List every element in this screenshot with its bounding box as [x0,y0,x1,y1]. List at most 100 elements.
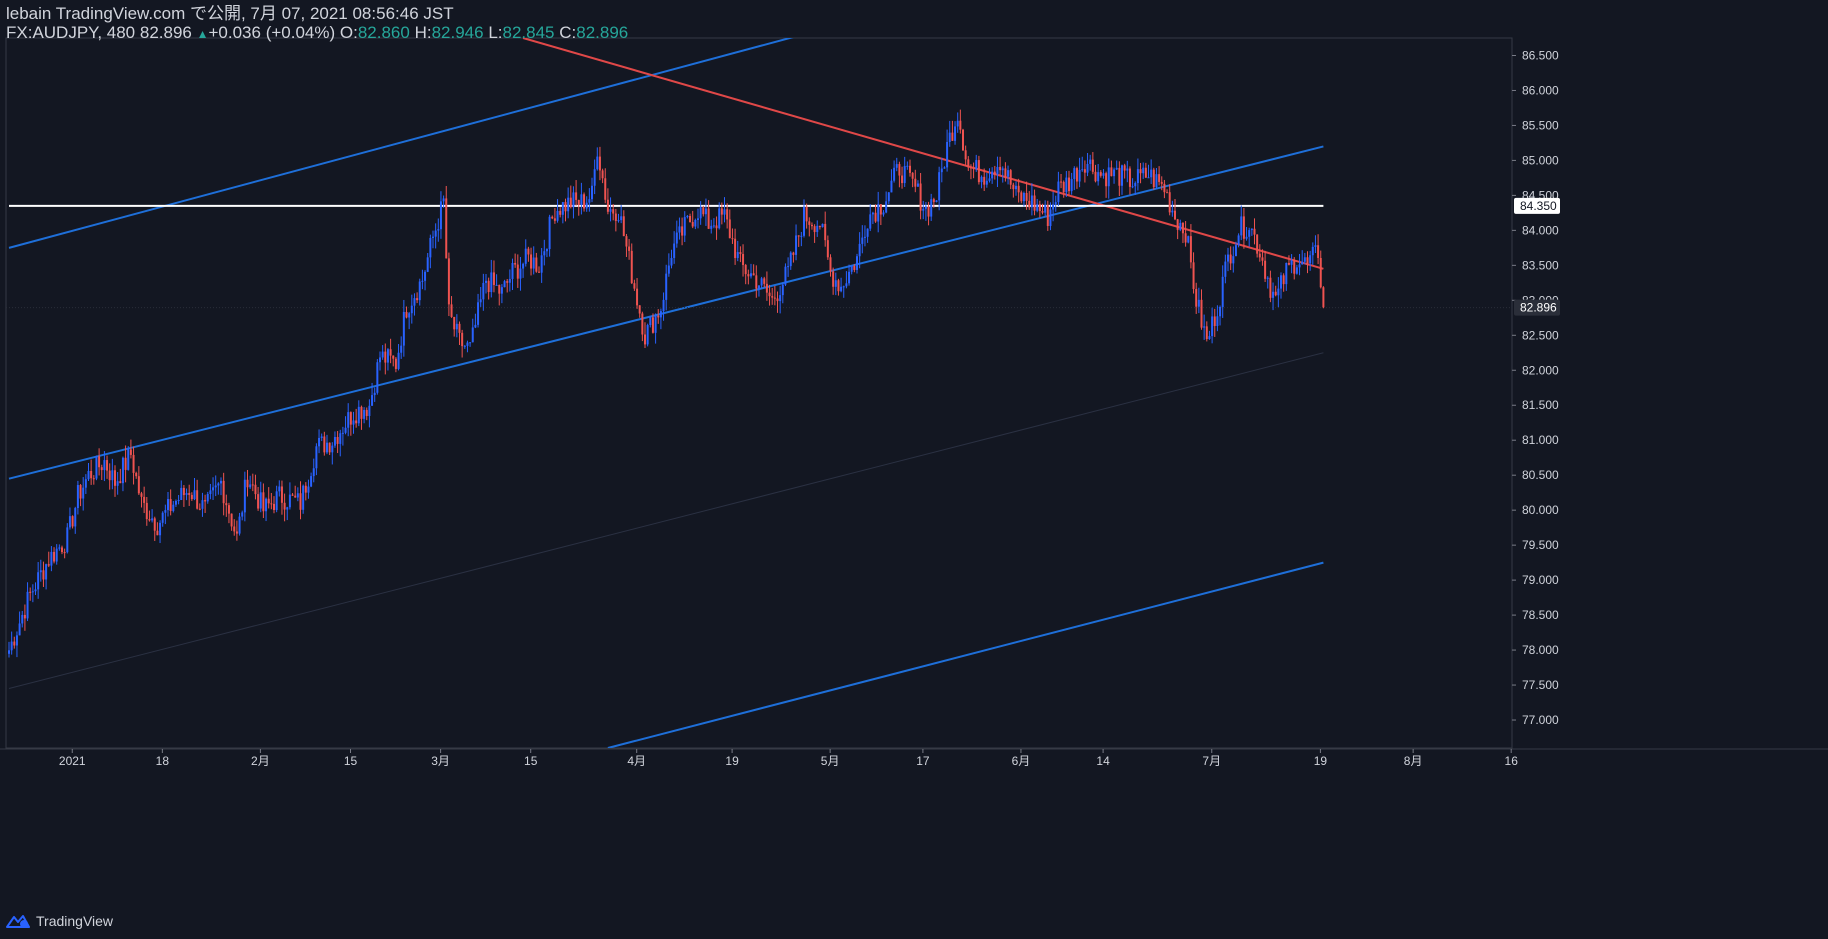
candle[interactable] [879,204,882,226]
candle[interactable] [1298,253,1301,276]
candle[interactable] [151,509,154,523]
candle[interactable] [392,355,395,367]
candle[interactable] [1025,181,1028,210]
candle[interactable] [1099,170,1102,178]
candle[interactable] [503,279,506,288]
candle[interactable] [1001,166,1004,183]
candle[interactable] [553,208,556,224]
candle[interactable] [34,582,37,596]
candle[interactable] [318,429,321,454]
candle[interactable] [903,156,906,187]
candle[interactable] [235,520,238,541]
candle[interactable] [604,168,607,204]
candle[interactable] [810,222,813,230]
candle[interactable] [363,407,366,424]
candle[interactable] [826,235,829,260]
candle[interactable] [614,208,617,232]
price-axis[interactable]: 86.50086.00085.50085.00084.50084.00083.5… [1511,38,1559,748]
candle[interactable] [596,147,599,171]
candle[interactable] [273,496,275,514]
candle[interactable] [217,482,220,495]
candle[interactable] [943,166,946,169]
candle[interactable] [715,216,718,240]
candle[interactable] [694,218,697,230]
candle[interactable] [410,294,413,324]
candle[interactable] [482,273,485,311]
candle[interactable] [177,494,180,505]
candle[interactable] [1139,162,1142,184]
candle[interactable] [1073,166,1076,191]
candle[interactable] [259,481,262,513]
candle[interactable] [1168,184,1171,216]
candle[interactable] [1028,191,1031,210]
candle[interactable] [233,519,236,536]
candle[interactable] [535,252,538,273]
candle[interactable] [381,345,384,360]
candle[interactable] [707,200,710,229]
candle[interactable] [1015,181,1017,196]
candle[interactable] [951,120,954,141]
candle[interactable] [357,400,360,427]
candle[interactable] [863,225,866,247]
candle[interactable] [1293,257,1296,280]
candle[interactable] [1234,241,1237,257]
candle[interactable] [1049,202,1052,231]
candle[interactable] [291,493,294,496]
candle[interactable] [914,169,917,193]
candle[interactable] [466,340,469,353]
candle[interactable] [962,128,964,152]
candle[interactable] [787,257,790,277]
candle[interactable] [278,480,281,497]
candle[interactable] [720,202,723,225]
candle[interactable] [718,202,721,230]
candle[interactable] [506,279,509,293]
candle[interactable] [119,468,122,484]
candle[interactable] [752,264,755,276]
candle[interactable] [373,387,376,402]
candle[interactable] [453,316,456,337]
candle[interactable] [1174,198,1176,221]
candle[interactable] [1242,208,1245,249]
candle[interactable] [750,263,752,279]
candle[interactable] [683,211,686,243]
candle[interactable] [744,263,747,285]
candle[interactable] [413,293,416,316]
candle[interactable] [129,439,132,459]
candle[interactable] [1253,218,1256,245]
candle[interactable] [312,458,315,483]
candle[interactable] [1181,222,1184,244]
candle[interactable] [572,186,575,219]
candle[interactable] [13,636,16,649]
candle[interactable] [662,292,665,321]
candle[interactable] [323,431,326,456]
candle[interactable] [1261,249,1264,266]
candle[interactable] [1208,330,1211,340]
candle[interactable] [485,274,487,294]
candle[interactable] [1012,182,1015,198]
candle[interactable] [471,318,474,343]
candle[interactable] [734,228,737,265]
candle[interactable] [601,168,604,184]
candle[interactable] [182,485,185,507]
candle[interactable] [1065,171,1068,197]
candle[interactable] [1232,246,1235,273]
candle[interactable] [988,168,991,183]
candle[interactable] [927,201,930,226]
candle[interactable] [956,112,959,133]
candle[interactable] [686,215,689,219]
candle[interactable] [331,442,334,465]
candle[interactable] [760,276,763,289]
candle[interactable] [980,175,983,189]
candle[interactable] [710,219,713,234]
candle[interactable] [789,251,792,270]
candle[interactable] [190,492,193,501]
candle[interactable] [220,477,222,496]
candle[interactable] [275,485,278,513]
candle[interactable] [848,264,851,286]
candle[interactable] [193,477,196,501]
candle[interactable] [307,479,310,499]
candle[interactable] [426,252,429,273]
candle[interactable] [479,287,482,307]
drawing-lines[interactable] [6,0,1512,748]
candle[interactable] [1118,161,1121,196]
